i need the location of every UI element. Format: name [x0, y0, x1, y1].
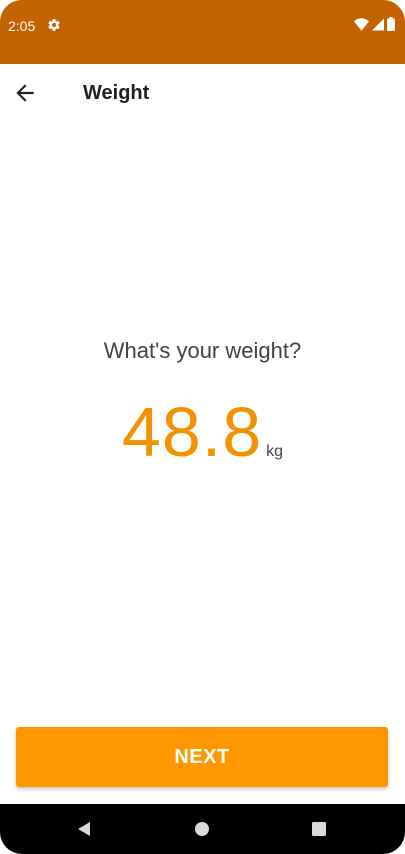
weight-unit: kg — [266, 443, 284, 460]
weight-display[interactable]: 48.8 kg — [0, 392, 405, 472]
status-bar: 2:05 — [0, 0, 405, 64]
signal-icon — [372, 18, 384, 30]
wifi-icon — [354, 17, 369, 31]
status-time: 2:05 — [8, 18, 36, 34]
back-arrow-icon[interactable] — [12, 80, 38, 106]
system-nav-bar — [0, 804, 405, 854]
weight-question: What's your weight? — [103, 338, 302, 363]
next-button[interactable]: NEXT — [16, 727, 388, 787]
status-icons — [354, 17, 395, 31]
nav-back-icon[interactable] — [76, 821, 92, 837]
page-title: Weight — [83, 82, 150, 104]
battery-icon — [387, 17, 395, 31]
nav-recents-icon[interactable] — [311, 821, 327, 837]
app-bar: Weight — [0, 64, 405, 122]
nav-home-icon[interactable] — [194, 821, 210, 837]
weight-value[interactable]: 48.8 — [121, 393, 263, 471]
settings-gear-icon — [48, 19, 60, 31]
